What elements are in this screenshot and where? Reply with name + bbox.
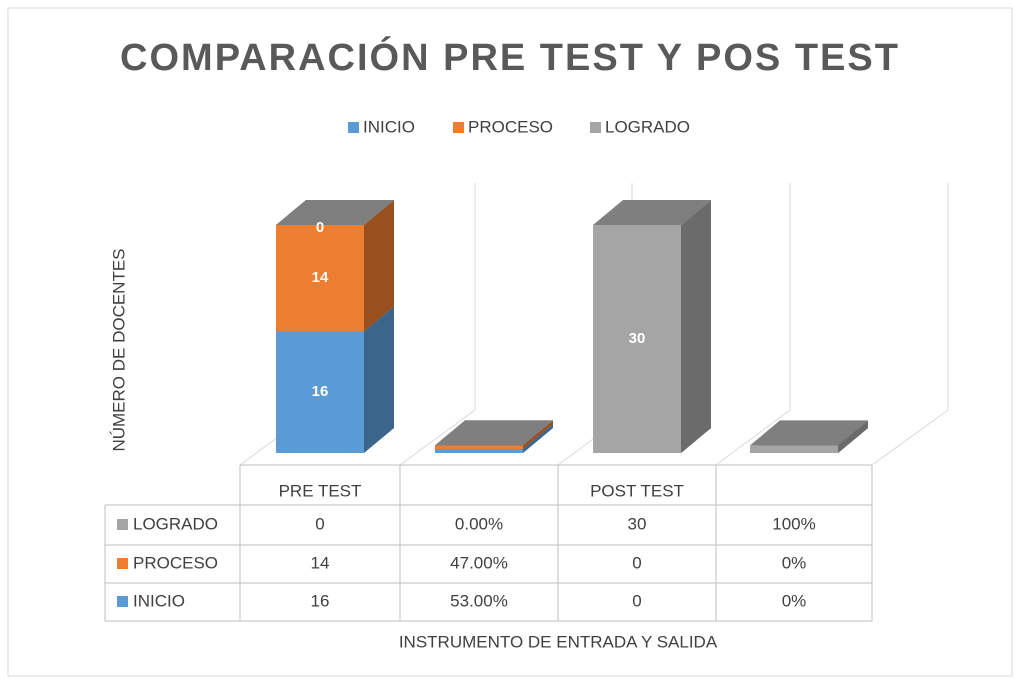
bar-side — [523, 423, 553, 453]
data-label: 14 — [312, 269, 329, 286]
bar-front — [593, 225, 681, 453]
data-label: 0 — [316, 219, 324, 236]
table-cell: 0 — [632, 591, 641, 610]
table-legend-key — [117, 519, 128, 530]
table-cell: 14 — [311, 553, 330, 572]
bar-side — [838, 420, 868, 453]
chart-title: COMPARACIÓN PRE TEST Y POS TEST — [120, 35, 900, 79]
legend-swatch — [590, 122, 601, 133]
table-legend-key — [117, 558, 128, 569]
table-row-label: LOGRADO — [133, 514, 218, 533]
data-table-grid — [104, 464, 873, 622]
table-row-label: PROCESO — [133, 553, 218, 572]
bar-side — [364, 200, 394, 332]
legend-label: INICIO — [363, 117, 415, 136]
data-label: 30 — [629, 330, 646, 347]
bar-side — [523, 420, 553, 449]
bar-front — [435, 448, 523, 453]
table-cell: 0% — [782, 591, 807, 610]
bar-top — [750, 420, 868, 446]
table-cell: 0 — [315, 514, 324, 533]
bar-front — [750, 445, 838, 453]
data-label: 16 — [312, 383, 329, 400]
table-cell: 0 — [632, 553, 641, 572]
table-cell: 16 — [311, 591, 330, 610]
x-tick-label: POST TEST — [590, 481, 684, 500]
bar-front — [276, 225, 364, 332]
table-row-label: INICIO — [133, 591, 185, 610]
legend-swatch — [348, 122, 359, 133]
chart-border — [7, 7, 1013, 677]
legend-swatch — [453, 122, 464, 133]
y-axis-title: NÚMERO DE DOCENTES — [109, 248, 128, 451]
legend-label: LOGRADO — [605, 117, 690, 136]
table-legend-key — [117, 596, 128, 607]
table-cell: 0% — [782, 553, 807, 572]
bar-top — [276, 200, 394, 225]
table-cell: 53.00% — [450, 591, 508, 610]
bar-top — [593, 200, 711, 225]
bar-side — [364, 306, 394, 453]
table-cell: 100% — [772, 514, 815, 533]
table-cell: 47.00% — [450, 553, 508, 572]
table-cell: 0.00% — [455, 514, 503, 533]
bar-front — [276, 331, 364, 453]
legend-label: PROCESO — [468, 117, 553, 136]
bar-front — [435, 445, 523, 449]
bar-top — [435, 420, 553, 446]
x-axis-title: INSTRUMENTO DE ENTRADA Y SALIDA — [399, 632, 718, 651]
bar-side — [681, 200, 711, 453]
x-tick-label: PRE TEST — [279, 481, 362, 500]
table-cell: 30 — [628, 514, 647, 533]
